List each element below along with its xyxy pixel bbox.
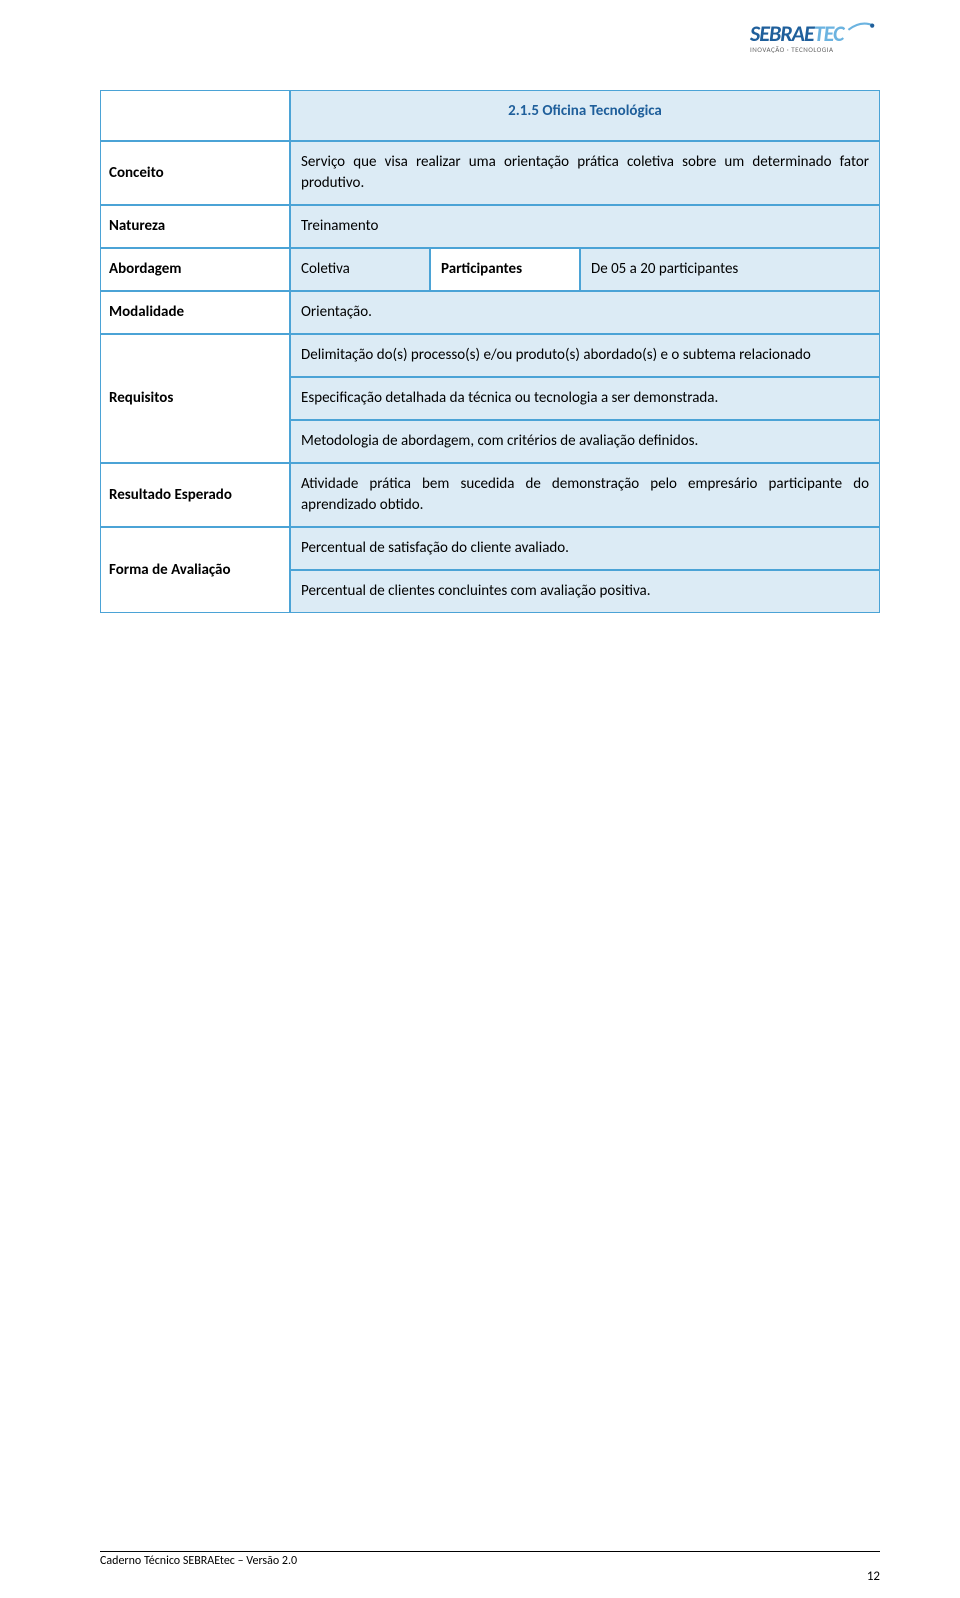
- natureza-value: Treinamento: [290, 205, 880, 248]
- footer-divider: [100, 1551, 880, 1552]
- participantes-label: Participantes: [430, 248, 580, 291]
- abordagem-label: Abordagem: [100, 248, 290, 291]
- modalidade-label: Modalidade: [100, 291, 290, 334]
- page-number: 12: [867, 1569, 880, 1584]
- requisitos-3: Metodologia de abordagem, com critérios …: [290, 420, 880, 463]
- page-content: 2.1.5 Oficina Tecnológica Conceito Servi…: [0, 0, 960, 613]
- footer: Caderno Técnico SEBRAEtec – Versão 2.0: [100, 1551, 880, 1568]
- avaliacao-2: Percentual de clientes concluintes com a…: [290, 570, 880, 613]
- footer-text: Caderno Técnico SEBRAEtec – Versão 2.0: [100, 1554, 297, 1568]
- avaliacao-1: Percentual de satisfação do cliente aval…: [290, 527, 880, 570]
- requisitos-1: Delimitação do(s) processo(s) e/ou produ…: [290, 334, 880, 377]
- modalidade-value: Orientação.: [290, 291, 880, 334]
- logo-e: E: [804, 20, 814, 47]
- requisitos-2: Especificação detalhada da técnica ou te…: [290, 377, 880, 420]
- requisitos-label: Requisitos: [100, 334, 290, 463]
- abordagem-value: Coletiva: [290, 248, 430, 291]
- logo-text: SEBRAETEC: [750, 20, 847, 47]
- resultado-text: Atividade prática bem sucedida de demons…: [290, 463, 880, 527]
- section-title: 2.1.5 Oficina Tecnológica: [290, 90, 880, 141]
- info-table: 2.1.5 Oficina Tecnológica Conceito Servi…: [100, 90, 880, 613]
- swoosh-icon: [847, 19, 875, 31]
- resultado-label: Resultado Esperado: [100, 463, 290, 527]
- logo: SEBRAETEC INOVAÇÃO · TECNOLOGIA: [750, 20, 900, 54]
- avaliacao-label: Forma de Avaliação: [100, 527, 290, 613]
- logo-prefix: SEBRA: [750, 20, 804, 47]
- natureza-label: Natureza: [100, 205, 290, 248]
- conceito-text: Serviço que visa realizar uma orientação…: [290, 141, 880, 205]
- participantes-value: De 05 a 20 participantes: [580, 248, 880, 291]
- conceito-label: Conceito: [100, 141, 290, 205]
- logo-suffix: TEC: [814, 20, 844, 47]
- logo-tagline: INOVAÇÃO · TECNOLOGIA: [750, 45, 900, 54]
